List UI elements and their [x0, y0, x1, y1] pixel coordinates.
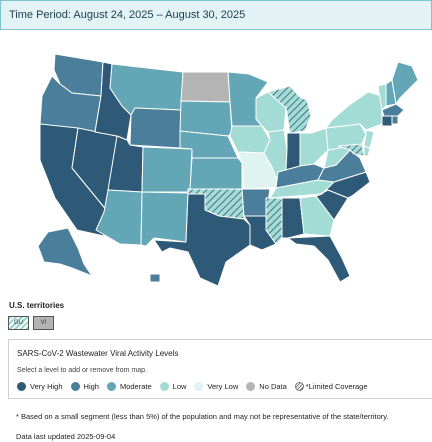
- territory-gu-button[interactable]: GU: [8, 316, 29, 330]
- state-KS[interactable]: [189, 157, 243, 190]
- legend-label: High: [83, 382, 99, 391]
- legend-title: SARS-CoV-2 Wastewater Viral Activity Lev…: [17, 349, 179, 358]
- state-CT[interactable]: [381, 115, 393, 127]
- footnote: * Based on a small segment (less than 5%…: [16, 412, 389, 421]
- very-high-swatch: [17, 382, 26, 391]
- state-ME[interactable]: [391, 61, 419, 105]
- state-ND[interactable]: [180, 71, 231, 103]
- state-DE[interactable]: [363, 145, 371, 157]
- legend-item-very-high[interactable]: Very High: [17, 382, 63, 391]
- state-CO[interactable]: [141, 146, 193, 193]
- us-map: [0, 36, 432, 298]
- legend-item-no-data[interactable]: No Data: [246, 382, 287, 391]
- legend-label: No Data: [259, 382, 287, 391]
- limited-coverage-label: *Limited Coverage: [305, 382, 368, 391]
- time-period-banner: Time Period: August 24, 2025 – August 30…: [0, 0, 432, 30]
- state-WY[interactable]: [129, 107, 182, 149]
- state-NJ[interactable]: [363, 129, 375, 149]
- state-GA[interactable]: [299, 195, 335, 237]
- legend-label: Very Low: [207, 382, 239, 391]
- state-IA[interactable]: [229, 125, 271, 154]
- low-swatch: [159, 382, 169, 391]
- state-MD[interactable]: [337, 143, 365, 157]
- legend-item-low[interactable]: Low: [159, 382, 187, 391]
- legend-item-high[interactable]: High: [70, 382, 99, 391]
- state-FL[interactable]: [287, 235, 351, 283]
- state-OH[interactable]: [299, 127, 329, 167]
- territories-title: U.S. territories: [9, 301, 65, 310]
- state-AK[interactable]: [37, 227, 93, 277]
- legend-instruction: Select a level to add or remove from map…: [17, 367, 147, 374]
- state-MI[interactable]: [267, 85, 312, 134]
- state-MS[interactable]: [265, 197, 283, 245]
- state-HI[interactable]: [149, 273, 161, 283]
- state-RI[interactable]: [391, 115, 399, 125]
- hatch-swatch-icon: [294, 382, 304, 391]
- state-NY[interactable]: [325, 91, 383, 131]
- legend-label: Moderate: [119, 382, 152, 391]
- legend-panel: SARS-CoV-2 Wastewater Viral Activity Lev…: [8, 339, 432, 399]
- legend-item-very-low[interactable]: Very Low: [194, 382, 238, 391]
- territory-vi-button[interactable]: VI: [33, 316, 54, 330]
- legend-label: Low: [172, 382, 187, 391]
- state-IN[interactable]: [285, 132, 301, 171]
- state-MA[interactable]: [381, 103, 405, 117]
- state-TX[interactable]: [153, 193, 251, 287]
- state-AL[interactable]: [281, 197, 305, 239]
- legend-item-moderate[interactable]: Moderate: [106, 382, 152, 391]
- state-NM[interactable]: [140, 191, 189, 247]
- legend-label: Very High: [30, 382, 63, 391]
- no-data-swatch: [246, 382, 256, 391]
- legend-item-limited-coverage: *Limited Coverage: [294, 382, 368, 391]
- legend-items: Very High High Moderate Low Very Low No …: [17, 382, 376, 391]
- state-SD[interactable]: [179, 100, 233, 137]
- very-low-swatch: [194, 382, 204, 391]
- us-map-svg: [37, 53, 419, 287]
- territories-row: GU VI: [8, 316, 54, 330]
- last-updated: Data last updated 2025-09-04: [16, 432, 116, 441]
- moderate-swatch: [106, 382, 116, 391]
- high-swatch: [70, 382, 80, 391]
